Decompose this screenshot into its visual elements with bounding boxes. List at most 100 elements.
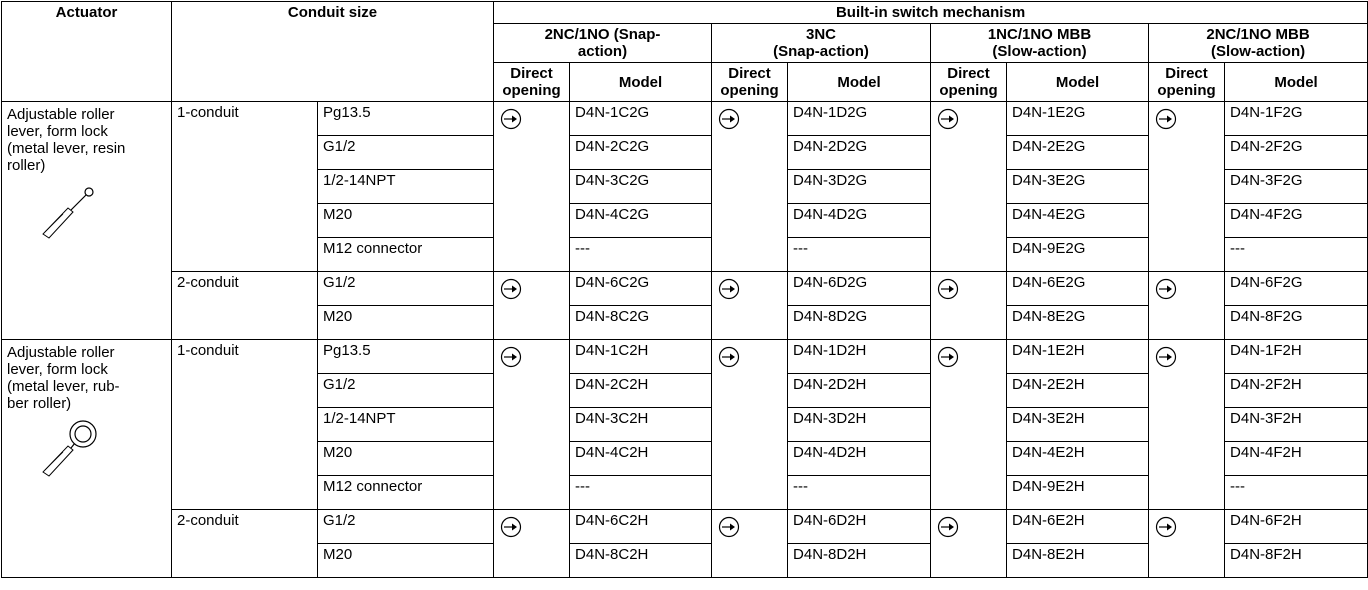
model-cell: D4N-1F2G <box>1224 101 1368 136</box>
model-cell: --- <box>1224 237 1368 272</box>
direct-opening-icon <box>500 516 522 538</box>
table-row: M20 D4N-8C2G D4N-8D2G D4N-8E2G D4N-8F2G <box>2 305 1368 340</box>
header-cell: Direct opening <box>711 62 789 102</box>
conduit-cell: 2-conduit <box>171 271 318 340</box>
size-cell: M20 <box>316 203 495 238</box>
model-cell: D4N-8F2G <box>1224 305 1368 340</box>
model-cell: D4N-4E2G <box>1006 203 1150 238</box>
text-line: Model <box>1055 73 1100 91</box>
direct-opening-icon <box>718 278 740 300</box>
text-line: action) <box>577 43 628 60</box>
direct-opening-cell <box>930 101 1008 272</box>
direct-opening-icon <box>500 108 522 130</box>
model-cell: D4N-4F2G <box>1224 203 1368 238</box>
header-cell: 3NC (Snap-action) <box>711 23 932 63</box>
header-row: 2NC/1NO (Snap-action) 3NC (Snap-action) 1NC… <box>2 23 1368 63</box>
size-cell: Pg13.5 <box>316 101 495 136</box>
text-line: lever, form lock <box>7 123 108 140</box>
direct-opening-icon <box>1155 108 1177 130</box>
model-cell: D4N-2C2G <box>569 135 713 170</box>
header-cell: 2NC/1NO MBB (Slow-action) <box>1148 23 1368 63</box>
text-line: (metal lever, resin <box>7 140 126 157</box>
size-cell: M12 connector <box>316 237 495 272</box>
size-cell: Pg13.5 <box>316 339 495 374</box>
text-line: Adjustable roller <box>7 106 115 123</box>
model-cell: D4N-3D2G <box>787 169 932 204</box>
model-cell: D4N-4D2H <box>787 441 932 476</box>
size-cell: 1/2-14NPT <box>316 407 495 442</box>
header-cell: Conduit size <box>170 1 495 102</box>
actuator-figure <box>7 174 166 242</box>
text-line: Adjustable roller <box>7 344 115 361</box>
model-cell: D4N-6E2G <box>1006 271 1150 306</box>
header-cell: Direct opening <box>930 62 1008 102</box>
size-cell: G1/2 <box>316 509 495 544</box>
text-line: (Snap-action) <box>773 43 869 60</box>
model-cell: D4N-1D2G <box>787 101 932 136</box>
direct-opening-cell <box>930 339 1008 510</box>
table-row: 2-conduit G1/2 D4N-6C2G D4N-6D2G D4N-6E2G D4N… <box>2 271 1368 340</box>
model-cell: D4N-4E2H <box>1006 441 1150 476</box>
text-line: Model <box>1274 73 1318 91</box>
actuator-drawing <box>42 187 94 239</box>
model-cell: D4N-6C2H <box>569 509 713 544</box>
model-cell: D4N-9E2G <box>1006 237 1150 272</box>
direct-opening-cell <box>493 271 571 340</box>
conduit-cell: 1-conduit <box>171 339 318 510</box>
size-cell: G1/2 <box>316 135 495 170</box>
direct-opening-cell <box>1148 339 1226 510</box>
text-line: lever, form lock <box>7 361 108 378</box>
text-line: Direct <box>947 65 990 82</box>
model-cell: D4N-3C2H <box>569 407 713 442</box>
model-cell: D4N-4C2G <box>569 203 713 238</box>
size-cell: M12 connector <box>316 475 495 510</box>
model-cell: D4N-1F2H <box>1224 339 1368 374</box>
model-cell: D4N-6D2G <box>787 271 932 306</box>
model-cell: D4N-2E2G <box>1006 135 1150 170</box>
direct-opening-cell <box>1148 101 1226 272</box>
model-cell: D4N-2F2H <box>1224 373 1368 408</box>
model-cell: D4N-1C2G <box>569 101 713 136</box>
model-cell: D4N-2D2G <box>787 135 932 170</box>
table-row: 2-conduit G1/2 D4N-6C2H D4N-6D2H D4N-6E2H D4N… <box>2 509 1368 578</box>
model-cell: --- <box>787 237 932 272</box>
table-row: M20 D4N-8C2H D4N-8D2H D4N-8E2H D4N-8F2H <box>2 543 1368 578</box>
direct-opening-cell <box>493 101 571 272</box>
table-row: G1/2 D4N-2C2H D4N-2D2H D4N-2E2H D4N-2F2H <box>2 373 1368 408</box>
actuator-text: Adjustable roller lever, form lock (metal … <box>7 106 166 174</box>
model-cell: D4N-1D2H <box>787 339 932 374</box>
size-cell: M20 <box>316 305 495 340</box>
model-cell: D4N-1E2G <box>1006 101 1150 136</box>
header-cell: Direct opening <box>493 62 571 102</box>
text-line: Model <box>618 73 663 91</box>
text-line: 2NC/1NO (Snap- <box>544 26 661 43</box>
header-cell: Model <box>569 62 713 102</box>
direct-opening-cell <box>711 101 789 272</box>
model-cell: D4N-8C2H <box>569 543 713 578</box>
table-row: Adjustable roller lever, form lock (metal … <box>1 101 1368 340</box>
actuator-cell: Adjustable roller lever, form lock (metal … <box>1 339 172 578</box>
model-cell: --- <box>1224 475 1368 510</box>
text-line: (metal lever, rub- <box>7 378 120 395</box>
direct-opening-cell <box>711 339 789 510</box>
direct-opening-cell <box>711 271 789 340</box>
text-line: (Slow-action) <box>1210 43 1306 60</box>
direct-opening-icon <box>937 108 959 130</box>
text-line: opening <box>1157 82 1216 99</box>
model-cell: D4N-2E2H <box>1006 373 1150 408</box>
table-row: M20 D4N-4C2H D4N-4D2H D4N-4E2H D4N-4F2H <box>2 441 1368 476</box>
text-line: 2NC/1NO MBB <box>1206 26 1310 43</box>
actuator-text: Adjustable roller lever, form lock (metal … <box>7 344 166 412</box>
model-cell: D4N-3F2H <box>1224 407 1368 442</box>
text-line: Direct <box>510 65 553 82</box>
direct-opening-cell <box>1148 509 1226 578</box>
direct-opening-icon <box>1155 278 1177 300</box>
model-cell: D4N-4F2H <box>1224 441 1368 476</box>
model-cell: --- <box>569 475 713 510</box>
table-row: M12 connector --- --- D4N-9E2H --- <box>2 475 1368 510</box>
size-cell: M20 <box>316 543 495 578</box>
model-cell: D4N-3F2G <box>1224 169 1368 204</box>
conduit-cell: 1-conduit <box>171 101 318 272</box>
